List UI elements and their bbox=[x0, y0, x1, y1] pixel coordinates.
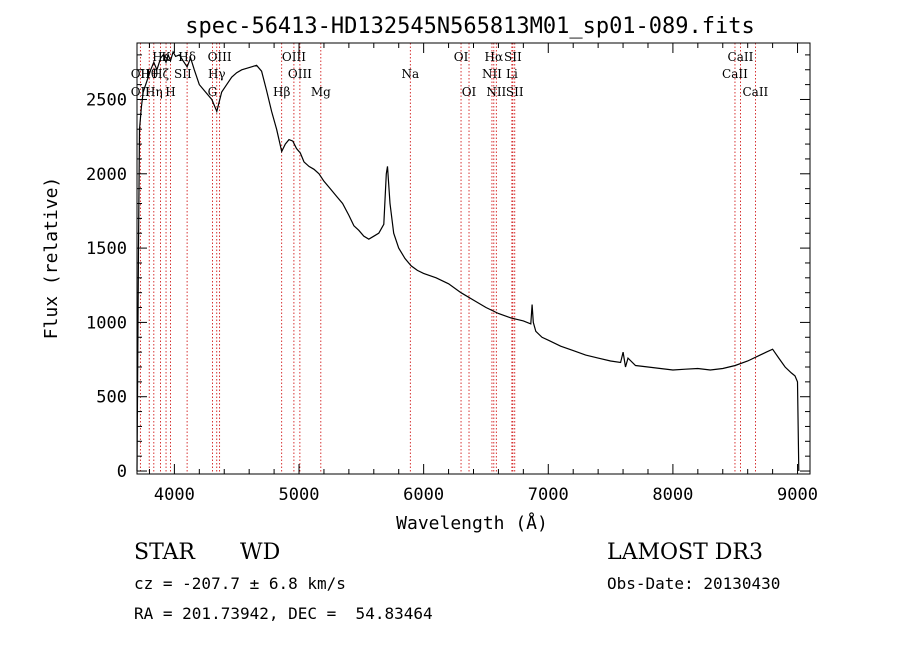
y-axis: 0 500 1000 1500 2000 2500 bbox=[86, 54, 810, 482]
marker-label-19: OI bbox=[462, 85, 477, 99]
object-class: STAR bbox=[134, 540, 195, 565]
chart-title: spec-56413-HD132545N565813M01_sp01-089.f… bbox=[185, 14, 755, 39]
marker-label-2: OII bbox=[131, 85, 151, 99]
y-tick-label-2500: 2500 bbox=[86, 90, 127, 110]
x-axis-label: Wavelength (Å) bbox=[396, 512, 548, 534]
survey-name: LAMOST DR3 bbox=[607, 540, 763, 565]
x-tick-label-8000: 8000 bbox=[652, 485, 693, 505]
redshift-cz: cz = -207.7 ± 6.8 km/s bbox=[134, 574, 346, 593]
marker-label-11: Hγ bbox=[208, 67, 226, 81]
y-tick-label-2000: 2000 bbox=[86, 165, 127, 185]
marker-label-28: CaII bbox=[742, 85, 768, 99]
x-tick-label-9000: 9000 bbox=[777, 485, 818, 505]
marker-label-5: Hη bbox=[145, 85, 163, 99]
coordinates: RA = 201.73942, DEC = 54.83464 bbox=[134, 604, 433, 623]
y-axis-label: Flux (relative) bbox=[41, 177, 62, 340]
object-subclass: WD bbox=[240, 540, 281, 565]
marker-label-8: H bbox=[165, 85, 175, 99]
marker-label-17: Na bbox=[401, 67, 419, 81]
marker-label-26: CaII bbox=[728, 50, 754, 64]
marker-label-13: OIII bbox=[282, 50, 306, 64]
marker-label-15: Hβ bbox=[273, 85, 290, 99]
x-tick-label-6000: 6000 bbox=[403, 485, 444, 505]
x-axis: 4000 5000 6000 7000 8000 9000 bbox=[148, 43, 818, 505]
marker-label-6: K bbox=[162, 50, 172, 64]
marker-label-21: SII bbox=[504, 50, 522, 64]
marker-label-7: Hζ bbox=[152, 67, 169, 81]
spectrum-line bbox=[136, 50, 800, 472]
y-tick-label-0: 0 bbox=[117, 462, 127, 482]
marker-label-12: G bbox=[208, 85, 218, 99]
spectrum-chart: spec-56413-HD132545N565813M01_sp01-089.f… bbox=[41, 14, 818, 534]
marker-label-16: Mg bbox=[311, 85, 331, 99]
obs-date: Obs-Date: 20130430 bbox=[607, 574, 781, 593]
marker-label-9: SII bbox=[174, 67, 192, 81]
marker-label-10: OIII bbox=[208, 50, 232, 64]
marker-label-18: OI bbox=[454, 50, 469, 64]
y-tick-label-500: 500 bbox=[96, 388, 127, 408]
marker-label-20: Hα bbox=[485, 50, 504, 64]
plot-frame bbox=[136, 42, 811, 475]
marker-label-1: OII bbox=[131, 67, 151, 81]
x-tick-label-4000: 4000 bbox=[154, 485, 195, 505]
x-tick-label-5000: 5000 bbox=[279, 485, 320, 505]
marker-label-23: Li bbox=[506, 67, 518, 81]
marker-label-14: OIII bbox=[288, 67, 312, 81]
x-tick-label-7000: 7000 bbox=[528, 485, 569, 505]
marker-label-27: CaII bbox=[722, 67, 748, 81]
spectral-line-markers bbox=[139, 43, 756, 474]
y-tick-label-1500: 1500 bbox=[86, 239, 127, 259]
marker-label-25: SII bbox=[506, 85, 524, 99]
marker-label-22: NII bbox=[482, 67, 502, 81]
marker-label-24: NII bbox=[486, 85, 506, 99]
y-tick-label-1000: 1000 bbox=[86, 313, 127, 333]
